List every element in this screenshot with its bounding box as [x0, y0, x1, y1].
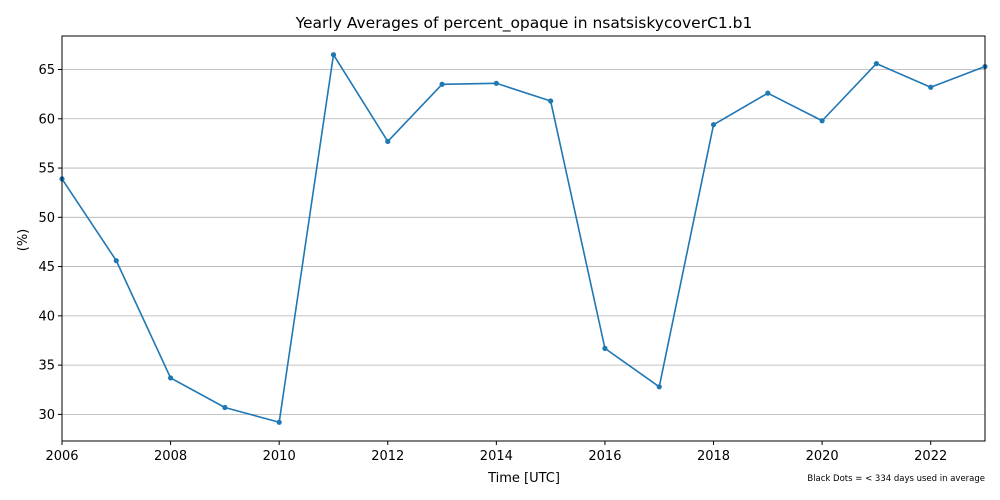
x-tick-label: 2006	[45, 449, 78, 464]
data-point	[928, 84, 934, 90]
x-tick-label: 2018	[697, 449, 730, 464]
y-tick-label: 50	[38, 211, 55, 226]
data-point	[602, 345, 608, 351]
x-tick-label: 2010	[263, 449, 296, 464]
chart-title: Yearly Averages of percent_opaque in nsa…	[295, 14, 753, 33]
y-tick-label: 55	[38, 162, 55, 177]
data-point	[548, 98, 554, 104]
grid-lines	[62, 69, 985, 415]
x-axis: 2006 2008 2010 2012 2014 2016 2018 2020 2022	[45, 441, 947, 464]
data-point	[656, 384, 662, 390]
data-point	[765, 90, 771, 96]
data-point	[710, 122, 717, 128]
data-point	[222, 404, 228, 411]
data-point	[385, 138, 391, 145]
y-axis-label: (%)	[16, 229, 31, 252]
footnote: Black Dots = < 334 days used in average	[807, 474, 985, 484]
data-point	[819, 118, 825, 124]
y-axis: 30 35 40 45 50 55 60 65	[38, 63, 62, 423]
data-point	[330, 52, 337, 58]
data-point	[493, 80, 499, 86]
y-tick-label: 30	[38, 408, 55, 423]
x-tick-label: 2012	[371, 449, 404, 464]
x-tick-label: 2014	[480, 449, 513, 464]
y-tick-label: 35	[38, 359, 55, 374]
x-tick-label: 2020	[806, 449, 839, 464]
y-tick-label: 65	[38, 63, 55, 78]
x-tick-label: 2008	[154, 449, 187, 464]
plot-series	[59, 52, 988, 425]
x-tick-label: 2022	[914, 449, 947, 464]
plot-frame	[61, 35, 986, 442]
x-tick-label: 2016	[588, 449, 621, 464]
y-tick-label: 40	[38, 309, 55, 324]
data-point	[873, 60, 880, 67]
data-point	[439, 81, 445, 87]
y-tick-label: 60	[38, 112, 55, 127]
y-tick-label: 45	[38, 260, 55, 275]
series-line	[61, 53, 986, 424]
data-point	[113, 258, 119, 264]
data-point	[276, 419, 282, 425]
data-point	[167, 375, 174, 381]
x-axis-label: Time [UTC]	[487, 471, 560, 486]
